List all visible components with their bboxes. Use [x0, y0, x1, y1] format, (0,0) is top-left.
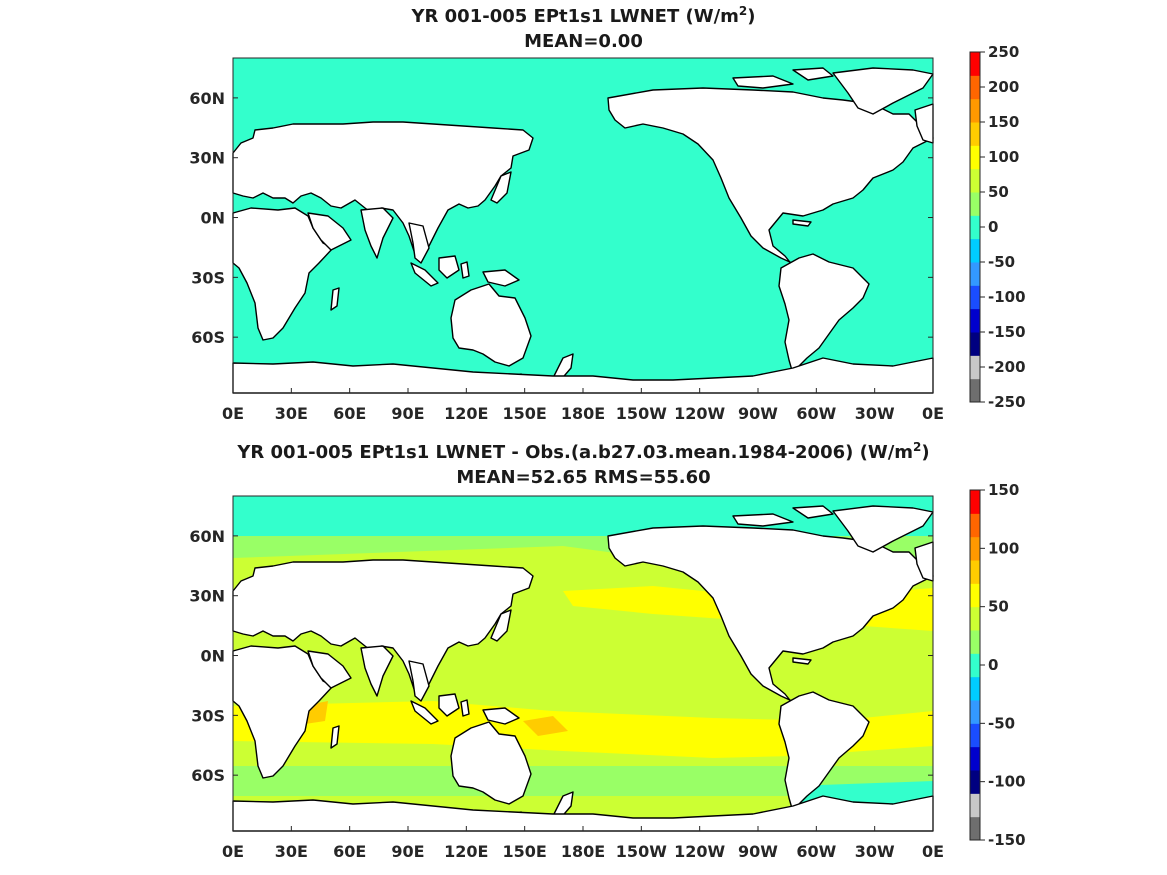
colorbar-swatch: [970, 723, 980, 748]
panel2-subtitle: MEAN=52.65 RMS=55.60: [456, 467, 711, 488]
lon-label: 60E: [333, 842, 366, 861]
lon-label: 150W: [616, 842, 667, 861]
colorbar-swatch: [970, 630, 980, 654]
lat-label: 30S: [191, 706, 225, 725]
colorbar-swatch: [970, 676, 980, 701]
lat-label: 30S: [191, 268, 225, 287]
colorbar-swatch: [970, 536, 980, 561]
lon-label: 120E: [444, 842, 488, 861]
colorbar-swatch: [970, 653, 980, 678]
colorbar-swatch: [970, 332, 980, 356]
lat-label: 30N: [189, 149, 225, 168]
lat-label: 0N: [200, 209, 225, 228]
colorbar-label: 0: [988, 656, 998, 674]
colorbar-label: 100: [988, 539, 1019, 557]
colorbar-swatch: [970, 793, 980, 818]
panel2-map: 60N 30N 0N 30S 60S 0E 30E 60E 90E 120E 150E 180E 15…: [189, 481, 1026, 861]
lat-label: 0N: [200, 647, 225, 666]
colorbar-label: 100: [988, 148, 1019, 166]
colorbar-swatch: [970, 700, 980, 724]
colorbar-swatch: [970, 75, 980, 100]
colorbar-label: 200: [988, 78, 1019, 96]
lon-label: 0E: [922, 404, 944, 423]
lon-label: 150E: [503, 404, 547, 423]
colorbar-label: 150: [988, 481, 1019, 499]
colorbar-swatch: [970, 816, 980, 841]
colorbar-label: 250: [988, 43, 1019, 61]
lon-label: 90W: [738, 404, 778, 423]
colorbar-swatch: [970, 606, 980, 631]
colorbar-label: -150: [988, 831, 1026, 849]
colorbar-swatch: [970, 583, 980, 608]
colorbar-swatch: [970, 122, 980, 146]
lon-label: 0E: [222, 404, 244, 423]
colorbar-label: -200: [988, 358, 1026, 376]
colorbar-swatch: [970, 770, 980, 794]
lon-label: 90W: [738, 842, 778, 861]
colorbar-label: 50: [988, 183, 1009, 201]
lon-label: 30W: [855, 842, 895, 861]
lon-label: 150E: [503, 842, 547, 861]
colorbar-swatch: [970, 238, 980, 263]
colorbar-label: -50: [988, 253, 1015, 271]
colorbar-label: -50: [988, 714, 1015, 732]
lon-label: 180E: [561, 404, 605, 423]
colorbar-label: 150: [988, 113, 1019, 131]
colorbar-swatch: [970, 513, 980, 538]
lon-label: 60W: [796, 842, 836, 861]
lon-label: 60E: [333, 404, 366, 423]
lon-label: 120W: [674, 404, 725, 423]
lon-label: 120E: [444, 404, 488, 423]
colorbar-label: 0: [988, 218, 998, 236]
panel2-title: YR 001-005 EPt1s1 LWNET - Obs.(a.b27.03.…: [237, 440, 930, 463]
lon-label: 30E: [275, 842, 308, 861]
lon-label: 30W: [855, 404, 895, 423]
lat-label: 60S: [191, 328, 225, 347]
lon-label: 90E: [391, 404, 424, 423]
colorbar-swatch: [970, 285, 980, 310]
colorbar-label: -250: [988, 393, 1026, 411]
lat-label: 60S: [191, 766, 225, 785]
lon-label: 90E: [391, 842, 424, 861]
lon-label: 180E: [561, 842, 605, 861]
panel1-subtitle: MEAN=0.00: [524, 31, 643, 52]
colorbar-swatch: [970, 378, 980, 403]
colorbar-swatch: [970, 168, 980, 193]
lon-label: 30E: [275, 404, 308, 423]
colorbar-swatch: [970, 145, 980, 170]
lon-label: 0E: [922, 842, 944, 861]
colorbar-swatch: [970, 98, 980, 123]
lon-label: 120W: [674, 842, 725, 861]
panel1-map: 60N 30N 0N 30S 60S 0E 30E 60E 90E 120E 150E 180E 15…: [189, 43, 1026, 423]
lon-label: 150W: [616, 404, 667, 423]
colorbar-label: -150: [988, 323, 1026, 341]
lat-label: 60N: [189, 89, 225, 108]
colorbar-swatch: [970, 490, 980, 514]
colorbar-swatch: [970, 355, 980, 380]
lat-label: 30N: [189, 587, 225, 606]
colorbar-swatch: [970, 746, 980, 771]
colorbar-swatch: [970, 560, 980, 584]
colorbar-label: -100: [988, 288, 1026, 306]
colorbar-label: 50: [988, 598, 1009, 616]
colorbar-label: -100: [988, 773, 1026, 791]
colorbar-swatch: [970, 308, 980, 333]
colorbar-swatch: [970, 215, 980, 240]
colorbar-swatch: [970, 192, 980, 216]
lon-label: 0E: [222, 842, 244, 861]
lat-label: 60N: [189, 527, 225, 546]
colorbar-swatch: [970, 262, 980, 286]
colorbar-swatch: [970, 52, 980, 76]
lon-label: 60W: [796, 404, 836, 423]
panel1-title: YR 001-005 EPt1s1 LWNET (W/m2): [411, 4, 756, 27]
